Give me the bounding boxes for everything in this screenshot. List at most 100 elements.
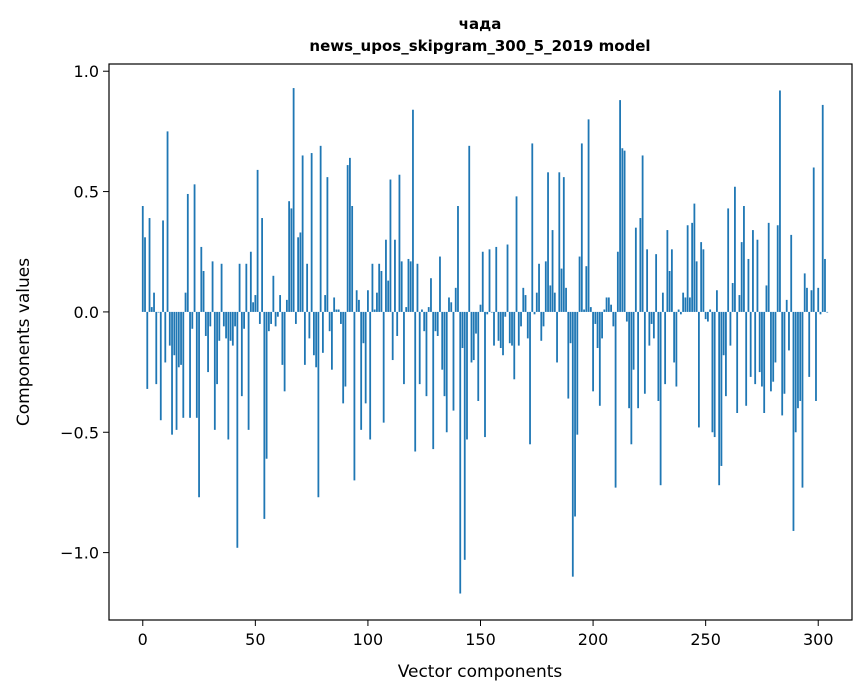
- bar-156: [493, 311, 495, 346]
- bar-286: [785, 299, 788, 312]
- bar-79: [319, 145, 322, 312]
- bar-8: [159, 311, 162, 421]
- bar-16: [177, 311, 180, 368]
- bar-179: [544, 261, 547, 312]
- bar-28: [204, 311, 207, 336]
- bar-243: [688, 297, 691, 312]
- bar-254: [713, 311, 716, 438]
- bar-276: [763, 311, 766, 413]
- bar-34: [218, 311, 221, 341]
- bar-27: [202, 271, 205, 312]
- bar-series: [141, 88, 829, 594]
- bar-218: [632, 311, 635, 370]
- bar-77: [315, 311, 318, 368]
- bar-228: [655, 254, 658, 312]
- bar-238: [677, 309, 680, 312]
- bar-6: [155, 311, 158, 385]
- bar-150: [479, 304, 482, 312]
- bar-123: [418, 311, 421, 385]
- bar-190: [569, 311, 572, 344]
- bar-83: [328, 311, 331, 332]
- bar-192: [574, 311, 576, 517]
- bar-177: [540, 311, 543, 341]
- bar-76: [312, 311, 315, 356]
- bar-122: [416, 263, 419, 312]
- bar-108: [385, 239, 387, 312]
- bar-35: [220, 263, 223, 312]
- bar-42: [236, 311, 239, 548]
- bar-141: [459, 311, 462, 594]
- bar-82: [326, 177, 329, 312]
- bar-134: [443, 311, 446, 397]
- bar-103: [373, 309, 376, 312]
- bar-66: [290, 208, 293, 312]
- bar-99: [364, 311, 367, 404]
- bar-285: [783, 311, 786, 394]
- bar-136: [448, 297, 450, 312]
- bar-169: [522, 287, 525, 312]
- bar-259: [725, 311, 727, 397]
- bar-119: [409, 261, 412, 312]
- bar-11: [166, 131, 169, 312]
- bar-24: [195, 311, 198, 418]
- bar-118: [407, 258, 410, 312]
- bar-244: [691, 222, 694, 312]
- bar-31: [211, 261, 214, 312]
- bar-147: [472, 311, 475, 361]
- x-tick-label: 50: [245, 630, 265, 649]
- bar-50: [254, 295, 257, 312]
- bar-225: [648, 311, 651, 346]
- bar-226: [650, 311, 653, 324]
- bar-224: [646, 249, 649, 312]
- bar-198: [587, 119, 590, 312]
- bar-7: [157, 311, 160, 313]
- bar-111: [391, 311, 394, 361]
- bar-279: [770, 311, 772, 392]
- bar-273: [756, 239, 759, 312]
- bar-274: [758, 311, 761, 373]
- bar-235: [670, 249, 673, 312]
- bar-201: [594, 311, 597, 324]
- bar-91: [346, 165, 349, 312]
- chart-title-line2: news_upos_skipgram_300_5_2019 model: [309, 37, 650, 55]
- bar-271: [752, 230, 754, 312]
- bar-2: [146, 311, 149, 389]
- bar-191: [571, 311, 574, 577]
- bar-281: [774, 311, 777, 363]
- bar-153: [486, 311, 489, 315]
- bar-58: [272, 275, 275, 312]
- bar-115: [400, 261, 403, 312]
- bar-4: [150, 307, 153, 312]
- bar-29: [207, 311, 209, 373]
- bar-22: [191, 311, 194, 329]
- bar-290: [794, 311, 797, 433]
- bar-242: [686, 225, 689, 312]
- bar-65: [288, 201, 291, 312]
- bar-253: [711, 311, 714, 433]
- bar-187: [562, 177, 565, 312]
- bar-146: [470, 311, 473, 363]
- y-tick-label: 1.0: [74, 62, 99, 81]
- bar-236: [673, 311, 676, 363]
- bar-214: [623, 150, 626, 312]
- bar-130: [434, 311, 437, 332]
- bar-5: [153, 292, 155, 312]
- bar-283: [779, 90, 781, 312]
- x-axis-ticks: 0 50 100 150 200 250 300: [138, 620, 834, 649]
- y-tick-label: 0.5: [74, 183, 99, 202]
- bar-280: [772, 311, 775, 382]
- bar-233: [666, 230, 669, 312]
- bar-256: [718, 311, 721, 486]
- bar-185: [558, 172, 561, 312]
- bar-186: [560, 268, 563, 312]
- bar-260: [727, 208, 730, 312]
- y-tick-label: −1.0: [60, 544, 99, 563]
- bar-89: [342, 311, 345, 404]
- bar-0: [141, 206, 144, 312]
- bar-87: [337, 309, 340, 312]
- bar-221: [639, 218, 642, 312]
- bar-154: [488, 249, 491, 312]
- bar-110: [389, 179, 392, 312]
- bar-255: [716, 290, 718, 312]
- bar-157: [495, 246, 498, 312]
